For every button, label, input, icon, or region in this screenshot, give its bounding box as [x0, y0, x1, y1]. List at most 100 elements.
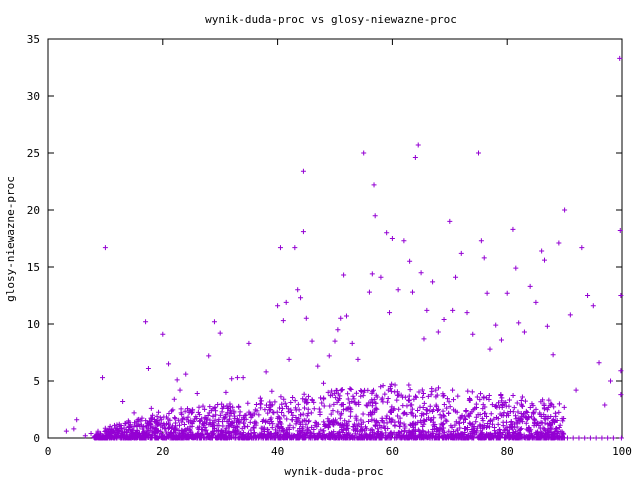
scatter-point-bulk [467, 397, 473, 403]
scatter-point [618, 293, 624, 298]
scatter-point-bulk [371, 387, 377, 393]
scatter-point-bulk [185, 414, 191, 420]
scatter-point-bulk [241, 430, 247, 436]
scatter-point-bulk [524, 409, 530, 415]
scatter-point-bulk [176, 417, 182, 423]
scatter-point-bulk [262, 428, 268, 434]
scatter-point-bulk [470, 435, 476, 441]
scatter-point [582, 435, 588, 441]
scatter-point-bulk [430, 426, 436, 432]
scatter-point-bulk [421, 411, 427, 417]
scatter-point-bulk [425, 429, 431, 435]
scatter-point-bulk [495, 416, 501, 422]
scatter-point [125, 418, 131, 424]
scatter-point-bulk [202, 406, 208, 412]
scatter-point-bulk [406, 397, 412, 403]
scatter-point-bulk [553, 425, 559, 431]
scatter-point-bulk [497, 430, 503, 436]
scatter-point [82, 433, 88, 439]
scatter-point-bulk [128, 431, 134, 437]
scatter-point-bulk [321, 403, 327, 409]
scatter-point-bulk [281, 413, 287, 419]
scatter-point-bulk [95, 428, 101, 434]
scatter-point-bulk [333, 417, 339, 423]
scatter-point-bulk [265, 410, 271, 416]
scatter-point-bulk [172, 415, 178, 421]
scatter-point-bulk [420, 423, 426, 429]
scatter-point-bulk [427, 432, 433, 438]
scatter-point-bulk [503, 434, 509, 440]
scatter-point [366, 289, 372, 295]
scatter-point-bulk [254, 408, 260, 414]
scatter-point [143, 319, 149, 325]
scatter-point-bulk [554, 417, 560, 423]
scatter-point-bulk [246, 409, 252, 415]
scatter-point-bulk [328, 435, 334, 441]
scatter-point-bulk [430, 419, 436, 425]
scatter-point-bulk [410, 435, 416, 441]
scatter-point-bulk [371, 396, 377, 402]
scatter-point [300, 229, 306, 235]
scatter-point-bulk [420, 404, 426, 410]
scatter-point-bulk [545, 414, 551, 420]
scatter-point-bulk [375, 431, 381, 437]
scatter-point [223, 389, 229, 395]
scatter-point [447, 218, 453, 224]
scatter-point [521, 329, 527, 335]
scatter-point-bulk [233, 419, 239, 425]
scatter-point-bulk [473, 414, 479, 420]
scatter-point-bulk [400, 411, 406, 417]
scatter-point [450, 307, 456, 313]
scatter-point-bulk [433, 387, 439, 393]
scatter-point-bulk [237, 409, 243, 415]
scatter-point-bulk [468, 422, 474, 428]
scatter-point-bulk [373, 400, 379, 406]
scatter-point [527, 283, 533, 289]
scatter-point-bulk [461, 419, 467, 425]
scatter-point-bulk [506, 430, 512, 436]
scatter-point-bulk [337, 429, 343, 435]
scatter-point-bulk [327, 421, 333, 427]
scatter-point-bulk [198, 435, 204, 441]
scatter-point-bulk [383, 415, 389, 421]
scatter-point-bulk [436, 435, 442, 441]
scatter-point-bulk [275, 414, 281, 420]
scatter-point-bulk [189, 423, 195, 429]
scatter-point-bulk [352, 431, 358, 437]
scatter-point [74, 417, 80, 423]
scatter-point-bulk [129, 424, 135, 430]
scatter-point-bulk [311, 399, 317, 405]
scatter-point-bulk [367, 433, 373, 439]
scatter-point-bulk [221, 415, 227, 421]
scatter-point-bulk [178, 410, 184, 416]
scatter-point [257, 395, 263, 401]
scatter-point-bulk [297, 429, 303, 435]
scatter-point-bulk [288, 400, 294, 406]
scatter-point-bulk [351, 424, 357, 430]
scatter-point-bulk [318, 427, 324, 433]
scatter-point-bulk [489, 402, 495, 408]
scatter-point-bulk [512, 413, 518, 419]
scatter-point-bulk [409, 402, 415, 408]
scatter-point [407, 258, 413, 264]
scatter-point-bulk [190, 435, 196, 441]
scatter-point-bulk [251, 424, 257, 430]
scatter-point-bulk [380, 383, 386, 389]
scatter-point-bulk [267, 399, 273, 405]
scatter-point-bulk [298, 421, 304, 427]
scatter-point-bulk [108, 434, 114, 440]
scatter-point-bulk [360, 411, 366, 417]
scatter-point-bulk [448, 423, 454, 429]
scatter-point [160, 331, 166, 337]
scatter-point-bulk [280, 406, 286, 412]
scatter-point [332, 338, 338, 344]
scatter-point-bulk [463, 408, 469, 414]
scatter-point-bulk [327, 393, 333, 399]
scatter-point [372, 213, 378, 219]
scatter-point-bulk [435, 431, 441, 437]
y-tick-label: 20 [27, 204, 40, 217]
scatter-point-bulk [274, 430, 280, 436]
scatter-point-bulk [205, 433, 211, 439]
scatter-point-bulk [418, 418, 424, 424]
scatter-point-bulk [518, 410, 524, 416]
